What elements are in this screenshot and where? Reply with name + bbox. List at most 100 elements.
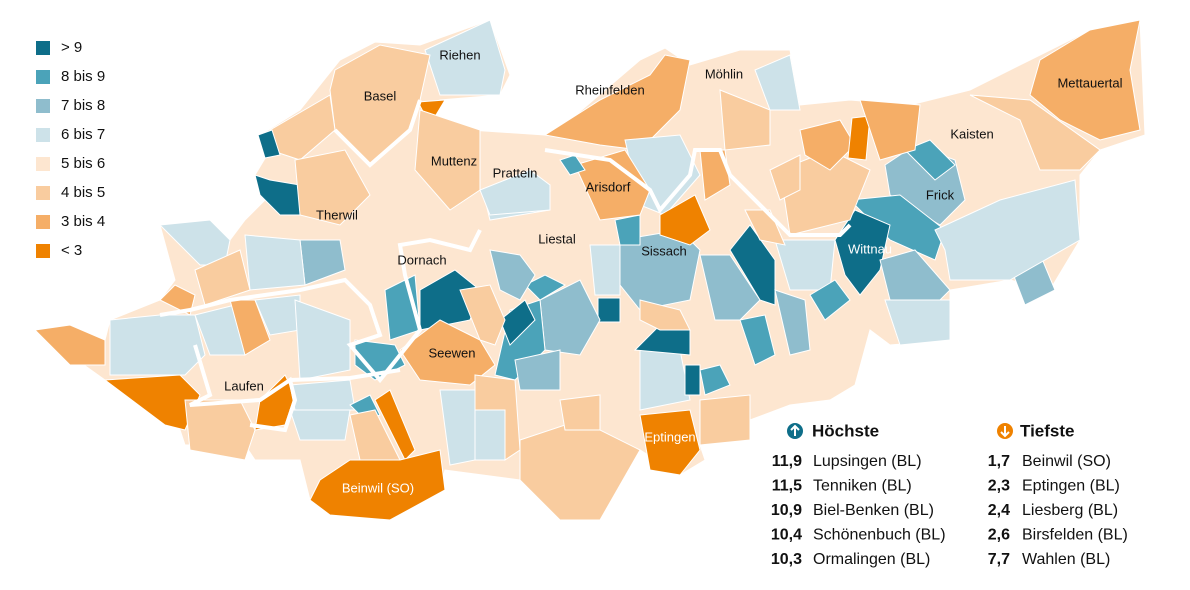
up-arrow bbox=[790, 424, 800, 436]
region bbox=[969, 94, 1101, 171]
ranking-value: 7,7 bbox=[988, 551, 1010, 568]
region bbox=[229, 299, 271, 356]
ranking-value: 10,4 bbox=[771, 527, 802, 544]
region bbox=[414, 109, 481, 211]
region bbox=[699, 364, 731, 396]
ranking-value: 1,7 bbox=[988, 453, 1010, 470]
legend-label: 4 bis 5 bbox=[61, 184, 105, 201]
region bbox=[244, 234, 306, 291]
ranking-title: Höchste bbox=[812, 421, 879, 440]
region bbox=[474, 374, 521, 461]
place-label: Beinwil (SO) bbox=[342, 480, 414, 495]
region bbox=[699, 394, 751, 446]
region bbox=[424, 19, 506, 96]
ranking-name: Eptingen (BL) bbox=[1022, 478, 1120, 495]
ranking-value: 11,5 bbox=[772, 478, 802, 495]
place-label: Arisdorf bbox=[586, 179, 631, 194]
region bbox=[374, 389, 416, 461]
region bbox=[799, 119, 856, 171]
region bbox=[809, 279, 851, 321]
region bbox=[459, 284, 506, 346]
region bbox=[744, 209, 786, 246]
region bbox=[884, 299, 951, 346]
place-label: Therwil bbox=[316, 207, 358, 222]
region bbox=[847, 115, 871, 161]
legend-swatch bbox=[36, 244, 50, 258]
canton-border bbox=[289, 368, 401, 382]
ranking-name: Birsfelden (BL) bbox=[1022, 527, 1128, 544]
region bbox=[659, 194, 711, 246]
canton-border bbox=[544, 148, 852, 237]
place-label: Seewen bbox=[429, 345, 476, 360]
legend-label: < 3 bbox=[61, 242, 82, 259]
ranking-low: Tiefste 1,7 Beinwil (SO) 2,3 Eptingen (BL) 2… bbox=[988, 421, 1128, 568]
ranking-value: 10,9 bbox=[771, 502, 802, 519]
legend-swatch bbox=[36, 99, 50, 113]
region bbox=[934, 179, 1081, 281]
ranking-high: Höchste 11,9 Lupsingen (BL) 11,5 Tenniken (… bbox=[771, 421, 946, 568]
place-label: Dornach bbox=[397, 252, 446, 267]
region bbox=[309, 449, 446, 521]
place-label: Frick bbox=[926, 187, 955, 202]
legend-label: 5 bis 6 bbox=[61, 155, 105, 172]
canton-border bbox=[333, 99, 422, 168]
region bbox=[109, 314, 206, 376]
regions bbox=[33, 19, 1146, 521]
region bbox=[719, 89, 771, 151]
ranking-name: Wahlen (BL) bbox=[1022, 551, 1110, 568]
legend-swatch bbox=[36, 70, 50, 84]
place-label: Mettauertal bbox=[1057, 75, 1122, 90]
place-label: Möhlin bbox=[705, 66, 743, 81]
region bbox=[399, 319, 496, 386]
region bbox=[559, 394, 601, 431]
region bbox=[543, 54, 691, 151]
region bbox=[524, 274, 567, 301]
region bbox=[834, 209, 891, 296]
region bbox=[859, 99, 921, 161]
region bbox=[1029, 19, 1141, 141]
legend-swatch bbox=[36, 215, 50, 229]
region bbox=[684, 364, 701, 396]
legend-label: 8 bis 9 bbox=[61, 68, 105, 85]
legend-swatch bbox=[36, 128, 50, 142]
legend-label: 7 bis 8 bbox=[61, 97, 105, 114]
region bbox=[597, 297, 621, 323]
region bbox=[769, 154, 801, 201]
place-labels: Riehen Basel Rheinfelden Möhlin Mettauer… bbox=[224, 47, 1123, 495]
ranking-value: 10,3 bbox=[771, 551, 802, 568]
region bbox=[614, 214, 641, 246]
region bbox=[257, 129, 281, 159]
place-label: Muttenz bbox=[431, 153, 477, 168]
region bbox=[474, 409, 506, 461]
ranking-value: 2,3 bbox=[988, 478, 1010, 495]
legend-label: 6 bis 7 bbox=[61, 126, 105, 143]
ranking-value: 2,6 bbox=[988, 527, 1010, 544]
ranking-title: Tiefste bbox=[1020, 421, 1075, 440]
canton-border bbox=[159, 229, 482, 384]
region bbox=[489, 249, 536, 301]
place-label: Eptingen bbox=[644, 429, 695, 444]
region bbox=[194, 249, 251, 306]
canton-border bbox=[189, 344, 298, 433]
region bbox=[589, 244, 621, 296]
place-label: Basel bbox=[364, 88, 397, 103]
region bbox=[774, 289, 811, 356]
ranking-value: 11,9 bbox=[772, 453, 802, 470]
region bbox=[499, 299, 536, 346]
ranking-name: Biel-Benken (BL) bbox=[813, 502, 934, 519]
region bbox=[294, 149, 371, 226]
region bbox=[639, 299, 691, 331]
region bbox=[479, 169, 551, 216]
region bbox=[639, 409, 701, 476]
region bbox=[158, 219, 231, 266]
down-arrow bbox=[1000, 426, 1010, 438]
legend-label: 3 bis 4 bbox=[61, 213, 105, 230]
legend-swatch bbox=[36, 41, 50, 55]
region bbox=[289, 379, 356, 411]
ranking-name: Schönenbuch (BL) bbox=[813, 527, 946, 544]
region bbox=[184, 399, 256, 461]
region bbox=[559, 154, 586, 176]
legend-swatch bbox=[36, 186, 50, 200]
legend: > 9 8 bis 9 7 bis 8 6 bis 7 5 bis 6 4 bis 5 3 … bbox=[36, 39, 105, 259]
